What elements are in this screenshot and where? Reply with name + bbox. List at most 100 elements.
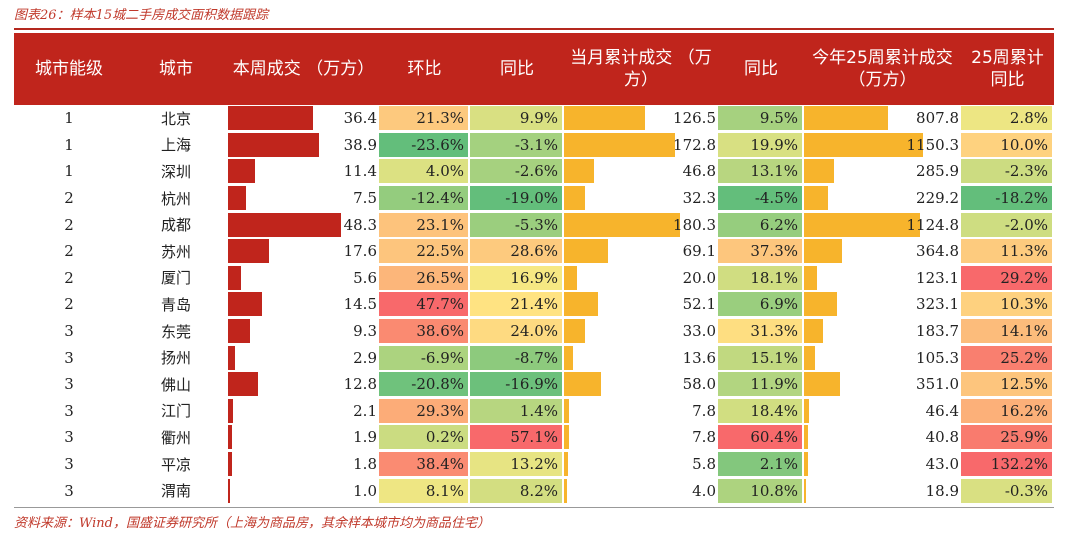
cell-wow: -12.4% xyxy=(379,185,470,212)
cell-ytd_yoy: 10.3% xyxy=(961,291,1054,318)
cell-city: 深圳 xyxy=(160,162,191,181)
header-month-yoy: 同比 xyxy=(718,33,804,105)
value-wow: 22.5% xyxy=(379,239,468,264)
bar-ytd xyxy=(804,398,809,423)
cell-week: 38.9 xyxy=(228,132,379,159)
cell-city: 北京 xyxy=(160,109,191,128)
bar-week xyxy=(228,212,341,237)
bar-cell: 7.5 xyxy=(228,186,379,211)
cell-ytd_yoy: 2.8% xyxy=(961,105,1054,132)
value-ytd_yoy: 29.2% xyxy=(961,265,1052,290)
table-body: 1 北京 36.4 21.3% 9.9% 126.5 9.5% 807.8 2.8% 1 上海 38.… xyxy=(14,105,1054,504)
bar-month xyxy=(564,319,586,344)
cell-week: 1.0 xyxy=(228,477,379,504)
value-wow: 0.2% xyxy=(379,425,468,450)
cell-wow: -23.6% xyxy=(379,132,470,159)
bar-week xyxy=(228,425,233,450)
bar-ytd xyxy=(804,106,888,131)
cell-week: 36.4 xyxy=(228,105,379,132)
cell-ytd_yoy: 132.2% xyxy=(961,451,1054,478)
cell-city: 厦门 xyxy=(160,269,191,288)
bar-month xyxy=(564,398,570,423)
bar-cell: 14.5 xyxy=(228,292,379,317)
cell-month: 46.8 xyxy=(564,158,718,185)
value-week: 2.1 xyxy=(353,401,377,420)
cell-month_yoy: 37.3% xyxy=(718,238,804,265)
value-week: 1.0 xyxy=(353,481,377,500)
value-month_yoy: 31.3% xyxy=(718,319,802,344)
cell-wow: 47.7% xyxy=(379,291,470,318)
cell-city: 佛山 xyxy=(160,375,191,394)
value-ytd_yoy: -2.3% xyxy=(961,159,1052,184)
bar-cell: 43.0 xyxy=(804,452,961,477)
header-ytd-yoy: 25周累计同比 xyxy=(961,33,1054,105)
cell-week: 2.9 xyxy=(228,344,379,371)
value-yoy: -3.1% xyxy=(470,132,562,157)
cell-month: 180.3 xyxy=(564,211,718,238)
title-rule xyxy=(14,28,1054,30)
cell-yoy: -19.0% xyxy=(470,185,564,212)
bar-cell: 4.0 xyxy=(564,478,718,503)
cell-tier: 3 xyxy=(64,401,74,420)
value-yoy: -8.7% xyxy=(470,345,562,370)
value-week: 36.4 xyxy=(343,109,377,128)
header-month: 当月累计成交 （万方） xyxy=(564,33,718,105)
value-week: 14.5 xyxy=(343,295,377,314)
cell-wow: 38.4% xyxy=(379,451,470,478)
cell-ytd_yoy: 16.2% xyxy=(961,398,1054,425)
cell-ytd: 807.8 xyxy=(804,105,961,132)
cell-month_yoy: 18.1% xyxy=(718,265,804,292)
bar-cell: 46.4 xyxy=(804,398,961,423)
value-ytd_yoy: -2.0% xyxy=(961,212,1052,237)
cell-month: 32.3 xyxy=(564,185,718,212)
value-month_yoy: 37.3% xyxy=(718,239,802,264)
value-wow: 23.1% xyxy=(379,212,468,237)
cell-tier: 2 xyxy=(64,268,74,287)
bar-month xyxy=(564,372,602,397)
transaction-table: 城市能级 城市 本周成交 （万方） 环比 同比 当月累计成交 （万方） 同比 今… xyxy=(14,33,1054,504)
bar-month xyxy=(564,186,585,211)
value-wow: 38.6% xyxy=(379,319,468,344)
value-ytd: 40.8 xyxy=(925,428,959,447)
bar-month xyxy=(564,292,598,317)
cell-city: 东莞 xyxy=(160,322,191,341)
value-month: 7.8 xyxy=(692,401,716,420)
value-ytd: 1150.3 xyxy=(906,135,960,154)
cell-yoy: 16.9% xyxy=(470,265,564,292)
value-ytd_yoy: 25.2% xyxy=(961,345,1052,370)
bar-week xyxy=(228,106,314,131)
value-ytd: 43.0 xyxy=(925,455,959,474)
bar-cell: 12.8 xyxy=(228,372,379,397)
bar-week xyxy=(228,345,235,370)
value-month_yoy: -4.5% xyxy=(718,186,802,211)
cell-ytd_yoy: -2.0% xyxy=(961,211,1054,238)
bar-month xyxy=(564,265,577,290)
value-week: 7.5 xyxy=(353,189,377,208)
cell-ytd_yoy: 25.9% xyxy=(961,424,1054,451)
value-month_yoy: 18.4% xyxy=(718,398,802,423)
bar-week xyxy=(228,478,231,503)
cell-month_yoy: 18.4% xyxy=(718,398,804,425)
value-month: 4.0 xyxy=(692,481,716,500)
cell-week: 7.5 xyxy=(228,185,379,212)
cell-week: 14.5 xyxy=(228,291,379,318)
bar-ytd xyxy=(804,292,838,317)
bar-week xyxy=(228,239,270,264)
bar-cell: 33.0 xyxy=(564,319,718,344)
cell-ytd: 183.7 xyxy=(804,318,961,345)
figure-title: 图表26：样本15城二手房成交面积数据跟踪 xyxy=(14,8,269,23)
bar-ytd xyxy=(804,132,923,157)
header-city: 城市 xyxy=(124,33,228,105)
value-yoy: 21.4% xyxy=(470,292,562,317)
value-wow: 21.3% xyxy=(379,106,468,131)
cell-ytd: 18.9 xyxy=(804,477,961,504)
bar-cell: 18.9 xyxy=(804,478,961,503)
bar-week xyxy=(228,319,250,344)
value-ytd: 364.8 xyxy=(916,242,959,261)
value-yoy: 8.2% xyxy=(470,478,562,503)
value-ytd: 351.0 xyxy=(916,375,959,394)
table-row: 3 平凉 1.8 38.4% 13.2% 5.8 2.1% 43.0 132.2% xyxy=(14,451,1054,478)
cell-yoy: 24.0% xyxy=(470,318,564,345)
table-row: 3 江门 2.1 29.3% 1.4% 7.8 18.4% 46.4 16.2% xyxy=(14,398,1054,425)
bar-cell: 1.9 xyxy=(228,425,379,450)
